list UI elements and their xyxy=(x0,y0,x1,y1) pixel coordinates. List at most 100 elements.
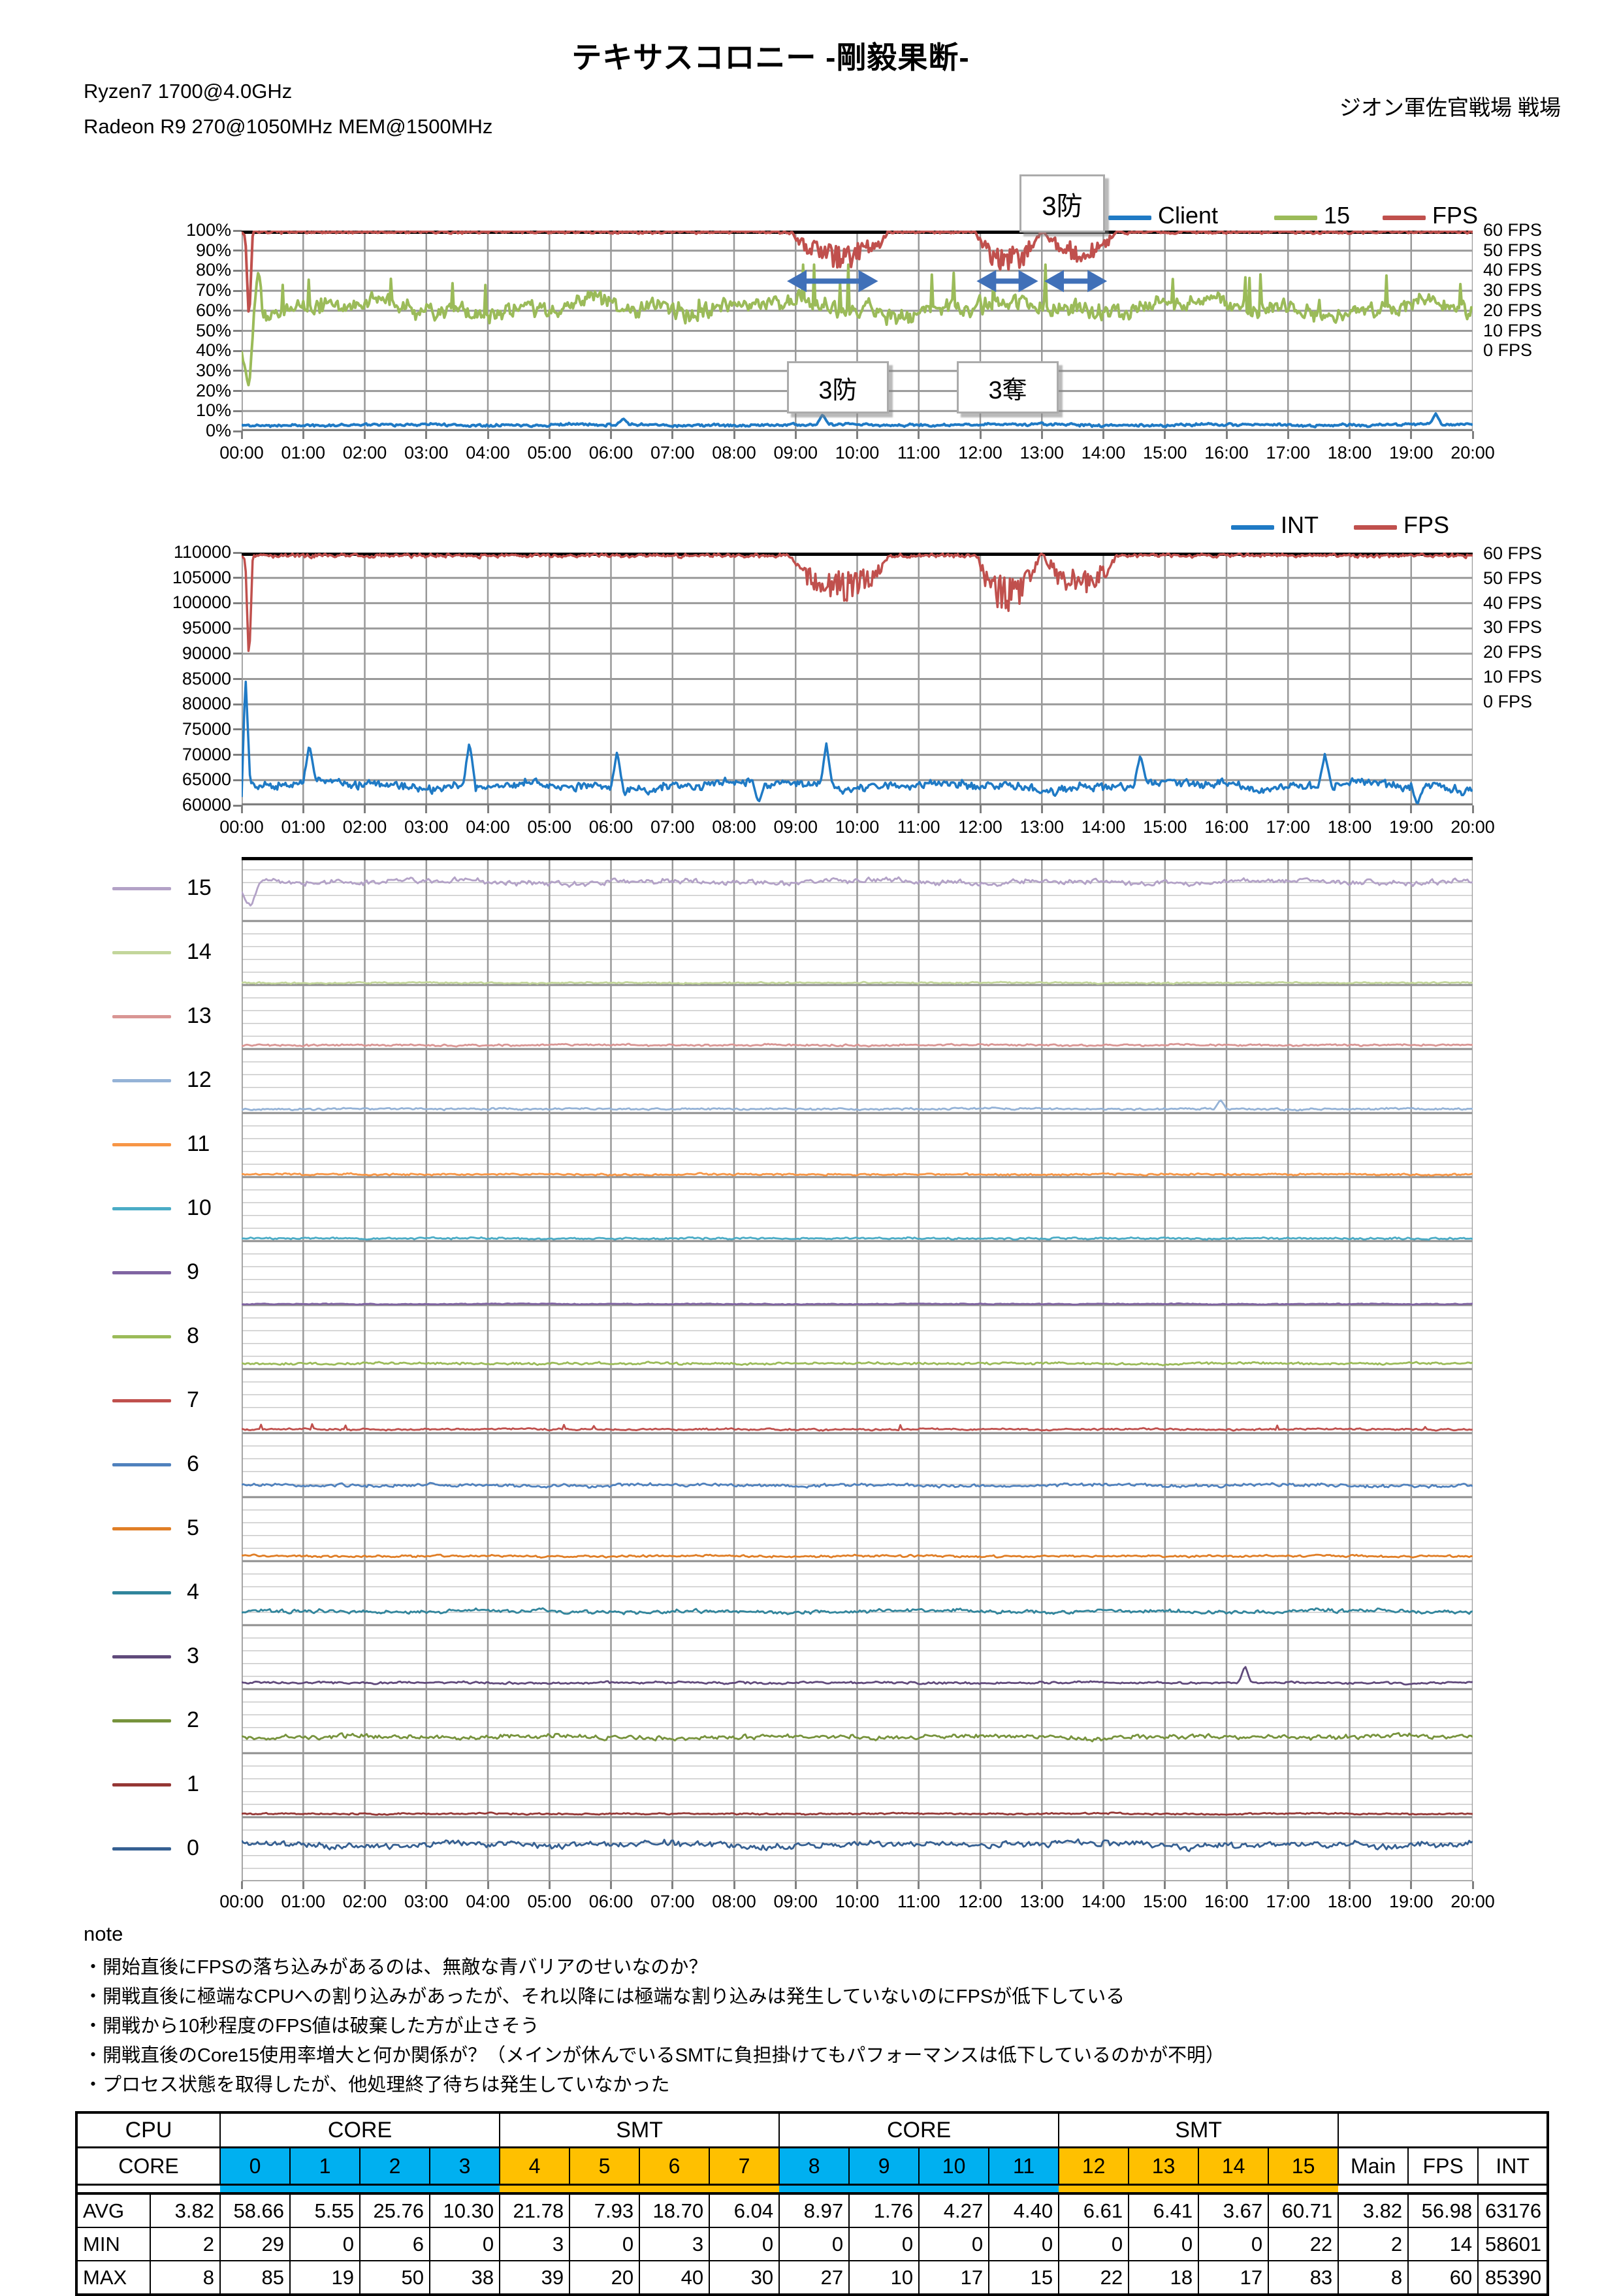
table-cell: 63176 xyxy=(1477,2193,1550,2228)
x-axis-label: 19:00 xyxy=(1388,1892,1434,1911)
table-cell: 21.78 xyxy=(499,2193,571,2228)
axis-tick xyxy=(302,431,304,439)
tail-header-INT: INT xyxy=(1477,2146,1550,2186)
table-cell: 0 xyxy=(1058,2227,1130,2261)
annotation-box-3奪: 3奪 xyxy=(957,361,1059,414)
axis-tick xyxy=(233,250,242,252)
axis-tick xyxy=(233,390,242,393)
y-axis-left-label: 60% xyxy=(195,300,231,320)
legend-swatch-core-11 xyxy=(112,1143,171,1146)
row-label: AVG xyxy=(75,2193,151,2228)
axis-tick xyxy=(1102,805,1104,813)
core-header-2: 2 xyxy=(359,2146,431,2186)
series-core-1-line xyxy=(241,1811,1473,1816)
series-core-8-line xyxy=(241,1361,1473,1366)
table-cell: 6.61 xyxy=(1058,2193,1130,2228)
core-header-1: 1 xyxy=(289,2146,361,2186)
axis-tick xyxy=(364,805,366,813)
x-axis-label: 16:00 xyxy=(1204,443,1249,462)
y-axis-right-label: 0 FPS xyxy=(1483,691,1533,711)
series-core-2-line xyxy=(241,1732,1473,1743)
core-header-7: 7 xyxy=(709,2146,780,2186)
series-core-10-line xyxy=(241,1236,1473,1241)
x-axis-label: 07:00 xyxy=(650,1892,695,1911)
annotation-box-top: 3防 xyxy=(1019,174,1105,233)
table-cell: 3.67 xyxy=(1198,2193,1270,2228)
x-axis-label: 14:00 xyxy=(1081,1892,1126,1911)
axis-tick xyxy=(233,229,242,232)
table-cell: 3.82 xyxy=(149,2193,221,2228)
legend-swatch-core-4 xyxy=(112,1591,171,1594)
table-cell: 6.04 xyxy=(709,2193,780,2228)
axis-tick xyxy=(233,269,242,272)
axis-tick xyxy=(794,431,797,439)
table-cell: 10 xyxy=(848,2260,920,2296)
table-cell: 29 xyxy=(219,2227,291,2261)
axis-tick xyxy=(233,551,242,554)
core-header-14: 14 xyxy=(1198,2146,1270,2186)
legend-swatch-core-9 xyxy=(112,1271,171,1274)
x-axis-label: 09:00 xyxy=(773,1892,818,1911)
legend-label-core-12: 12 xyxy=(187,1067,212,1092)
y-axis-right-label: 50 FPS xyxy=(1483,240,1543,260)
axis-tick xyxy=(487,805,489,813)
axis-tick xyxy=(1287,1881,1289,1889)
x-axis-label: 15:00 xyxy=(1142,1892,1187,1911)
table-cell: 22 xyxy=(1058,2260,1130,2296)
y-axis-left-label: 0% xyxy=(205,421,231,440)
axis-tick xyxy=(733,431,735,439)
axis-tick xyxy=(240,431,243,439)
table-group-row: CPU CORE SMT CORE SMT xyxy=(74,2111,1550,2148)
table-cell: 0 xyxy=(569,2227,641,2261)
axis-tick xyxy=(794,1881,797,1889)
axis-tick xyxy=(1410,805,1413,813)
x-axis-label: 17:00 xyxy=(1266,1892,1311,1911)
axis-tick xyxy=(671,431,674,439)
table-cell: 25.76 xyxy=(359,2193,431,2228)
core-header-5: 5 xyxy=(569,2146,641,2186)
x-axis-label: 03:00 xyxy=(404,817,449,837)
axis-tick xyxy=(856,805,858,813)
axis-tick xyxy=(1349,805,1351,813)
x-axis-label: 19:00 xyxy=(1388,817,1434,837)
axis-tick xyxy=(233,410,242,412)
table-cell: 38 xyxy=(429,2260,501,2296)
axis-tick xyxy=(733,805,735,813)
axis-tick xyxy=(1225,1881,1228,1889)
stage-name: ジオン軍佐官戦場 戦場 xyxy=(1339,95,1561,120)
table-cell: 10.30 xyxy=(429,2193,501,2228)
legend-swatch-core-2 xyxy=(112,1719,171,1722)
axis-tick xyxy=(302,805,304,813)
y-axis-right-label: 10 FPS xyxy=(1483,320,1543,340)
note-item: ・開戦から10秒程度のFPS値は破棄した方が止さそう xyxy=(84,2016,539,2037)
tail-header-FPS: FPS xyxy=(1407,2146,1479,2186)
x-axis-label: 02:00 xyxy=(342,1892,387,1911)
table-cell: 0 xyxy=(848,2227,920,2261)
axis-tick xyxy=(233,349,242,352)
axis-tick xyxy=(233,370,242,372)
note-heading: note xyxy=(84,1922,123,1945)
x-axis-label: 09:00 xyxy=(773,443,818,462)
core-header-15: 15 xyxy=(1268,2146,1339,2186)
x-axis-label: 03:00 xyxy=(404,443,449,462)
series-core-9-line xyxy=(241,1302,1473,1306)
y-axis-left-label: 90000 xyxy=(182,643,231,663)
axis-tick xyxy=(548,805,551,813)
core-header-label: CORE xyxy=(74,2146,221,2186)
axis-tick xyxy=(1410,1881,1413,1889)
axis-tick xyxy=(1471,431,1474,439)
table-cell: 2 xyxy=(149,2227,221,2261)
group-header: CORE xyxy=(778,2111,1060,2148)
x-axis-label: 15:00 xyxy=(1142,443,1187,462)
axis-tick xyxy=(918,1881,920,1889)
axis-tick xyxy=(425,805,428,813)
legend-swatch-Client xyxy=(1108,216,1151,220)
table-row-MAX: MAX 8 85 19 50 38 39 20 40 30 27 10 17 15 22 18 17 83 8 60 8… xyxy=(75,2260,1550,2296)
x-axis-label: 10:00 xyxy=(835,1892,880,1911)
axis-tick xyxy=(794,805,797,813)
axis-tick xyxy=(1040,1881,1043,1889)
axis-tick xyxy=(671,1881,674,1889)
axis-tick xyxy=(671,805,674,813)
x-axis-label: 08:00 xyxy=(712,1892,756,1911)
table-cell: 15 xyxy=(988,2260,1060,2296)
